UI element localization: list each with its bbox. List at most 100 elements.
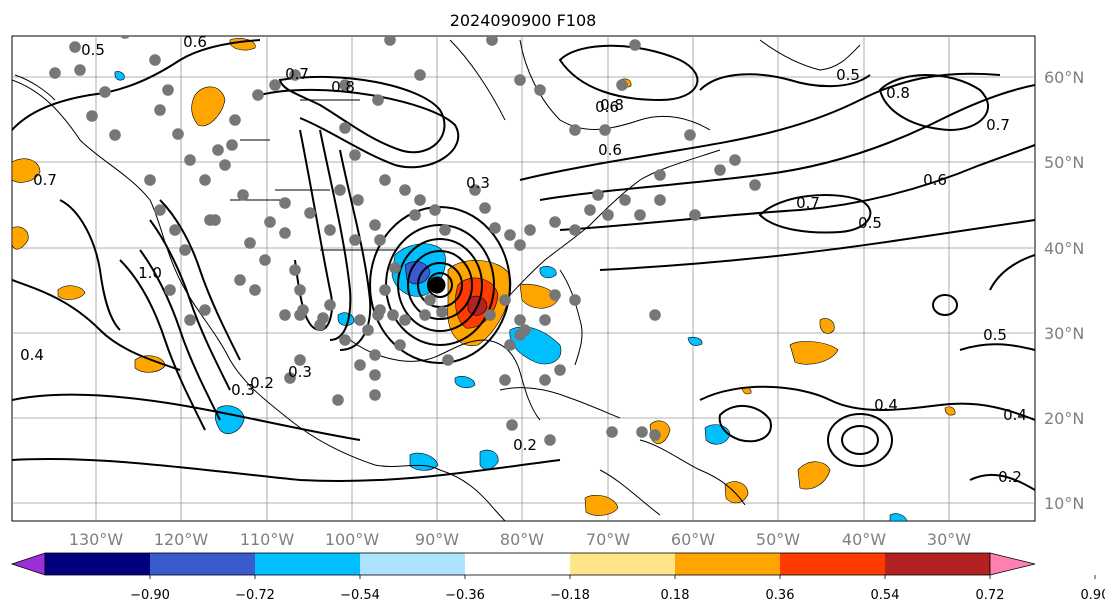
station-dot <box>172 128 184 140</box>
station-dot <box>616 79 628 91</box>
station-dot <box>369 219 381 231</box>
contour-label: 0.6 <box>595 98 619 116</box>
lon-tick-label: 40°W <box>842 530 886 549</box>
colorbar-under-triangle <box>10 552 46 576</box>
contour-label: 0.3 <box>288 363 312 381</box>
station-dot <box>424 294 436 306</box>
station-dot <box>484 309 496 321</box>
station-dot <box>514 239 526 251</box>
station-dot <box>514 74 526 86</box>
station-dot <box>689 209 701 221</box>
contour-label: 0.7 <box>33 171 57 189</box>
station-dot <box>374 234 386 246</box>
station-dot <box>369 369 381 381</box>
station-dot <box>372 94 384 106</box>
coastlines <box>12 39 861 521</box>
contour-lines <box>12 39 1035 491</box>
station-dot <box>606 426 618 438</box>
contour-label: 0.2 <box>250 374 274 392</box>
station-dot <box>120 36 130 39</box>
station-dot <box>369 349 381 361</box>
contour-label: 0.2 <box>998 468 1022 486</box>
colorbar-segment <box>150 553 255 575</box>
lat-tick-label: 20°N <box>1044 409 1084 428</box>
station-dot <box>409 209 421 221</box>
station-dot <box>749 179 761 191</box>
contour-label: 0.5 <box>983 326 1007 344</box>
colorbar-segment <box>570 553 675 575</box>
lon-tick-label: 50°W <box>756 530 800 549</box>
lat-tick-label: 40°N <box>1044 239 1084 258</box>
contour-label: 0.4 <box>874 396 898 414</box>
station-dot <box>226 139 238 151</box>
station-dot <box>486 36 498 46</box>
lon-tick-label: 120°W <box>154 530 209 549</box>
station-dot <box>339 122 351 134</box>
contour-label: 0.4 <box>1003 406 1027 424</box>
station-dot <box>389 262 401 274</box>
station-dot <box>534 84 546 96</box>
station-dot <box>504 229 516 241</box>
map-panel: 0.5 0.60.70.81.00.40.30.20.50.60.70.80.70… <box>11 33 1084 549</box>
colorbar-label: −0.72 <box>235 588 275 603</box>
station-dot <box>619 194 631 206</box>
station-dot <box>379 174 391 186</box>
station-dot <box>349 234 361 246</box>
station-dot <box>244 237 256 249</box>
station-dot <box>332 394 344 406</box>
lon-tick-label: 80°W <box>500 530 544 549</box>
station-dot <box>164 284 176 296</box>
station-dot <box>324 299 336 311</box>
colorbar-segment <box>45 553 150 575</box>
station-dot <box>324 224 336 236</box>
station-dot <box>514 329 526 341</box>
colorbar-label: 0.36 <box>766 588 795 603</box>
station-dot <box>294 284 306 296</box>
contour-label: 0.2 <box>513 436 537 454</box>
station-dot <box>599 124 611 136</box>
station-dot <box>602 209 614 221</box>
station-dot <box>419 309 431 321</box>
lat-tick-label: 30°N <box>1044 324 1084 343</box>
station-dot <box>339 334 351 346</box>
station-dot <box>349 149 361 161</box>
station-dot <box>334 184 346 196</box>
station-dot <box>289 264 301 276</box>
colorbar-over-triangle <box>989 552 1036 576</box>
contour-label: 0.5 <box>81 41 105 59</box>
station-dot <box>264 216 276 228</box>
station-dot <box>354 314 366 326</box>
station-dot <box>399 314 411 326</box>
longitude-tick-labels: 130°W 120°W 110°W 100°W 90°W 80°W 70°W 60°W 50°W… <box>69 530 971 549</box>
station-dot <box>436 306 448 318</box>
contour-label: 0.6 <box>183 33 207 51</box>
station-dot <box>284 372 296 384</box>
station-dot <box>554 364 566 376</box>
station-dot <box>549 216 561 228</box>
station-dot <box>654 194 666 206</box>
latitude-tick-labels: 60°N 50°N 40°N 30°N 20°N 10°N <box>1044 68 1084 513</box>
station-dot <box>304 207 316 219</box>
station-dot <box>729 154 741 166</box>
colorbar-segment <box>465 553 570 575</box>
station-dot <box>394 339 406 351</box>
station-dot <box>442 354 454 366</box>
station-dot <box>74 64 86 76</box>
figure-title: 2024090900 F108 <box>450 11 597 30</box>
station-dot <box>379 284 391 296</box>
station-dot <box>352 194 364 206</box>
colorbar-segment <box>255 553 360 575</box>
station-dot <box>479 202 491 214</box>
station-dot <box>629 39 641 51</box>
contour-label: 0.8 <box>600 96 624 114</box>
colorbar-label: 0.18 <box>661 588 690 603</box>
lon-tick-label: 100°W <box>325 530 380 549</box>
contour-label: 0.6 <box>598 141 622 159</box>
station-dot <box>369 389 381 401</box>
lat-tick-label: 60°N <box>1044 68 1084 87</box>
colorbar-label: 0.54 <box>871 588 900 603</box>
colorbar-label: −0.18 <box>550 588 590 603</box>
contour-label: 0.8 <box>331 78 355 96</box>
contour-label: 0.6 <box>923 171 947 189</box>
station-dot <box>714 164 726 176</box>
